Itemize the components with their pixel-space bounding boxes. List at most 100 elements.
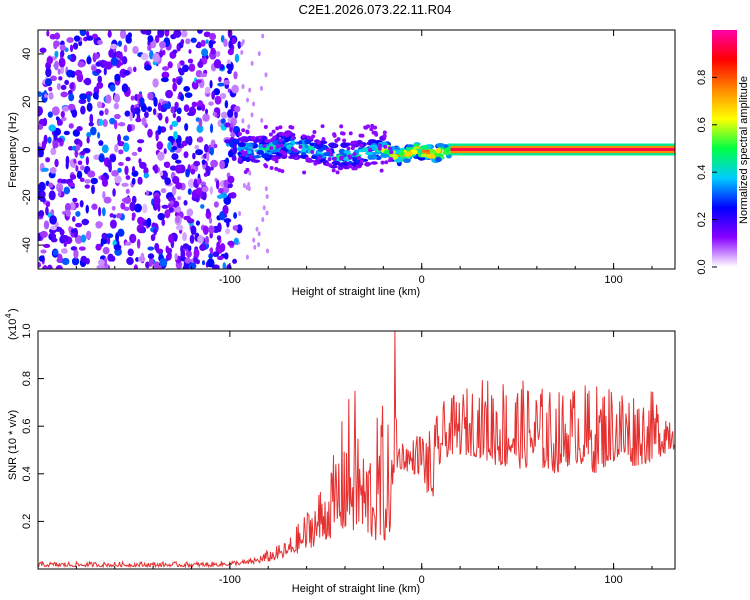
spectrogram-cell xyxy=(241,128,246,133)
spectrogram-cell xyxy=(217,82,225,87)
spectrogram-cell xyxy=(190,37,197,43)
spectrogram-cell xyxy=(240,49,244,55)
spectrogram-cell xyxy=(220,118,226,124)
spectrogram-cell xyxy=(222,185,230,194)
spectrogram-cell xyxy=(113,113,121,120)
spectrogram-cell xyxy=(101,207,106,217)
spectrogram-cell xyxy=(223,79,230,85)
spectrogram-cell xyxy=(70,228,77,234)
spectrogram-cell xyxy=(240,149,245,154)
spectrogram-cell xyxy=(272,140,278,146)
spectrogram-cell xyxy=(216,235,222,241)
spectrogram-cell xyxy=(185,136,190,144)
spectrogram-band-core xyxy=(450,148,675,151)
spectrogram-cell xyxy=(248,170,252,176)
spectrogram-cell xyxy=(86,136,90,144)
spectrogram-cell xyxy=(97,101,103,109)
spectrogram-cell xyxy=(75,165,79,172)
spectrogram-cell xyxy=(160,77,169,83)
spectrogram-cell xyxy=(261,217,265,223)
spectrogram-cell xyxy=(153,195,161,206)
spectrogram-cell xyxy=(165,116,169,124)
spectrogram-cell xyxy=(247,143,253,148)
spectrogram-cell xyxy=(117,167,122,173)
spectrogram-cell xyxy=(45,67,52,78)
spectrogram-cell xyxy=(131,212,136,219)
y-tick-label: 0.6 xyxy=(21,419,33,434)
spectrogram-cell xyxy=(146,106,153,112)
spectrogram-cell xyxy=(45,201,51,208)
spectrogram-cell xyxy=(153,164,159,174)
spectrogram-cell xyxy=(153,108,157,116)
spectrogram-cell xyxy=(112,188,116,197)
spectrogram-cell xyxy=(65,209,71,217)
spectrogram-cell xyxy=(60,116,67,122)
spectrogram-cell xyxy=(247,124,251,130)
spectrogram-cell xyxy=(140,52,149,61)
spectrogram-cell xyxy=(348,164,353,169)
spectrogram-cell xyxy=(40,190,46,199)
spectrogram-cell xyxy=(403,158,411,164)
spectrogram-cell xyxy=(161,204,169,209)
spectrogram-cell xyxy=(352,140,357,145)
spectrogram-cell xyxy=(174,211,179,217)
spectrogram-cell xyxy=(67,103,76,111)
spectrogram-cell xyxy=(131,195,137,204)
x-tick-label: -100 xyxy=(219,574,241,586)
spectrogram-cell xyxy=(204,235,210,245)
spectrogram-cell xyxy=(147,246,155,251)
spectrogram-cell xyxy=(183,200,188,206)
spectrogram-cell xyxy=(182,243,190,250)
spectrogram-cell xyxy=(164,177,172,185)
y-tick-label: 0.8 xyxy=(21,371,33,386)
spectrogram-cell xyxy=(131,177,136,185)
spectrogram-cell xyxy=(96,81,104,89)
spectrogram-cell xyxy=(158,112,163,121)
spectrogram-cell xyxy=(329,152,334,157)
spectrogram-cell xyxy=(136,238,141,249)
spectrogram-cell xyxy=(39,47,47,53)
spectrogram-cell xyxy=(50,225,57,231)
spectrogram-cell xyxy=(153,227,157,236)
spectrogram-cell xyxy=(38,146,42,156)
spectrogram-cell xyxy=(226,264,232,269)
spectrogram-cell xyxy=(175,215,180,224)
spectrogram-cell xyxy=(211,264,220,269)
spectrogram-cell xyxy=(227,240,235,247)
spectrogram-cell xyxy=(49,215,57,225)
spectrogram-cell xyxy=(195,149,204,156)
spectrogram-cell xyxy=(233,212,238,219)
spectrogram-cell xyxy=(46,264,53,269)
spectrogram-cell xyxy=(38,142,42,147)
spectrogram-cell xyxy=(107,253,114,262)
spectrogram-cell xyxy=(231,155,237,162)
spectrogram-cell xyxy=(71,109,78,118)
spectrogram-cell xyxy=(67,54,73,60)
spectrogram-cell xyxy=(118,149,124,155)
spectrogram-cell xyxy=(222,262,227,269)
spectrogram-cell xyxy=(201,190,207,201)
spectrogram-x-axis-label: Height of straight line (km) xyxy=(292,286,420,298)
colorbar-tick-label: 0.0 xyxy=(696,259,708,274)
spectrogram-cell xyxy=(420,153,428,158)
colorbar-label: Normalized spectral amplitude xyxy=(738,76,750,224)
spectrogram-cell xyxy=(55,116,60,121)
spectrogram-cell xyxy=(185,168,190,178)
snr-scale-prefix: (x10 xyxy=(7,319,19,340)
spectrogram-cell xyxy=(203,143,209,153)
spectrogram-cell xyxy=(103,196,112,204)
spectrogram-cell xyxy=(302,170,307,175)
spectrogram-cell xyxy=(56,83,61,91)
spectrogram-cell xyxy=(115,50,122,59)
spectrogram-cell xyxy=(359,143,364,148)
spectrogram-cell xyxy=(206,258,215,268)
spectrogram-cell xyxy=(298,144,303,149)
spectrogram-cell xyxy=(208,39,214,49)
spectrogram-cell xyxy=(329,142,339,149)
spectrogram-cell xyxy=(71,216,76,223)
spectrogram-cell xyxy=(167,135,175,142)
spectrogram-cell xyxy=(201,103,206,112)
spectrogram-cell xyxy=(248,154,253,159)
spectrogram-cell xyxy=(104,108,109,116)
spectrogram-cell xyxy=(180,93,185,102)
